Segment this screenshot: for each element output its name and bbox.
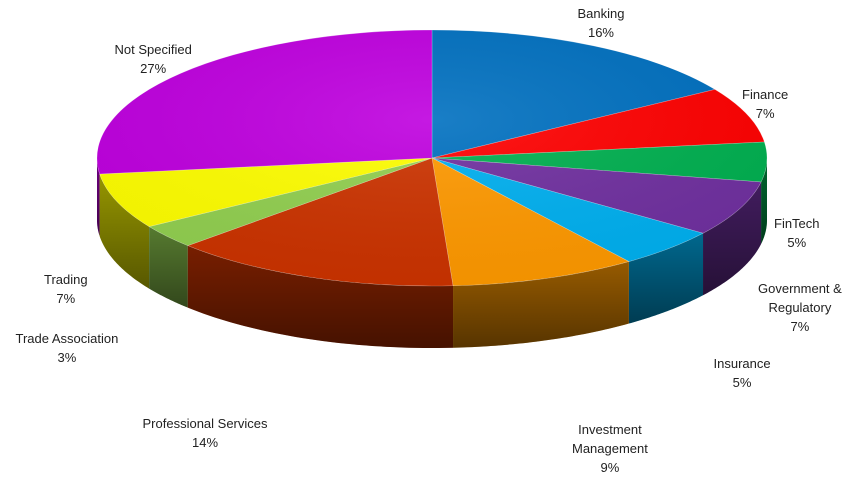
label-fintech: FinTech 5% bbox=[774, 214, 820, 252]
label-percent: 5% bbox=[732, 375, 752, 390]
label-category: FinTech bbox=[774, 216, 820, 231]
label-category: Investment Management bbox=[572, 420, 648, 458]
label-investment-management: Investment Management 9% bbox=[572, 420, 648, 477]
label-category: Government & Regulatory bbox=[758, 279, 842, 317]
label-percent: 7% bbox=[755, 106, 775, 121]
label-percent: 5% bbox=[787, 235, 807, 250]
label-professional-services: Professional Services 14% bbox=[143, 414, 268, 452]
label-percent: 9% bbox=[600, 460, 620, 475]
label-category: Finance bbox=[742, 87, 789, 102]
label-category: Banking bbox=[577, 6, 625, 21]
label-finance: Finance 7% bbox=[742, 85, 788, 123]
label-percent: 7% bbox=[56, 291, 76, 306]
label-category-line: Management bbox=[572, 441, 648, 456]
label-government-and-regulatory: Government & Regulatory 7% bbox=[758, 279, 842, 336]
label-percent: 14% bbox=[191, 435, 219, 450]
label-category: Professional Services bbox=[142, 416, 268, 431]
pie-tops bbox=[96, 29, 768, 287]
label-percent: 3% bbox=[57, 350, 77, 365]
label-percent: 7% bbox=[790, 319, 810, 334]
label-category-line: Regulatory bbox=[768, 300, 832, 315]
label-trade-association: Trade Association 3% bbox=[16, 329, 119, 367]
label-category: Insurance bbox=[713, 356, 771, 371]
label-insurance: Insurance 5% bbox=[714, 354, 771, 392]
label-category-line: Government & bbox=[758, 281, 842, 296]
label-percent: 27% bbox=[140, 61, 167, 76]
label-percent: 16% bbox=[587, 25, 614, 40]
label-not-specified: Not Specified 27% bbox=[115, 40, 192, 78]
label-trading: Trading 7% bbox=[44, 270, 88, 308]
label-category: Not Specified bbox=[114, 42, 192, 57]
label-category-line: Investment bbox=[578, 422, 642, 437]
label-category: Trading bbox=[44, 272, 88, 287]
label-banking: Banking 16% bbox=[578, 4, 625, 42]
label-category: Trade Association bbox=[15, 331, 119, 346]
